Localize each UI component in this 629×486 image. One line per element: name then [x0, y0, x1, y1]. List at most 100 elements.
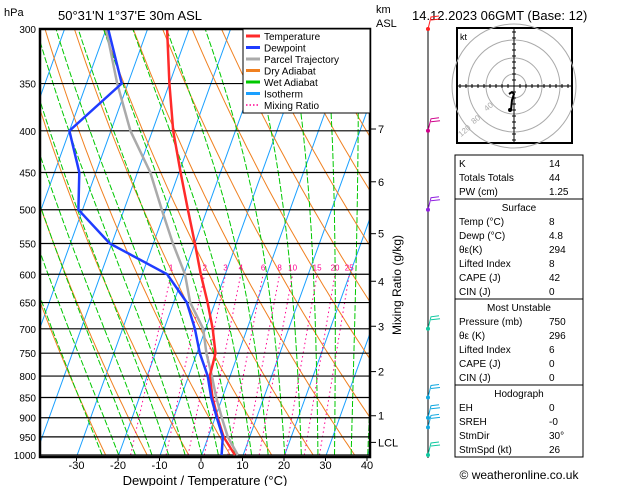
legend-label: Dewpoint [264, 44, 306, 55]
km-tick-label: 2 [378, 367, 384, 379]
mixing-ratio-line [303, 274, 336, 456]
wind-barb-flag [430, 199, 441, 202]
wet-adiabat-line [55, 29, 203, 456]
wind-barb-flag [430, 18, 441, 21]
x-tick-label: 30 [319, 460, 331, 472]
mixing-ratio-line [130, 274, 172, 456]
datetime-title: 14.12.2023 06GMT (Base: 12) [412, 8, 587, 23]
pressure-tick-label: 500 [19, 206, 36, 217]
pressure-tick-label: 850 [19, 393, 36, 404]
wind-barb-flag [430, 407, 441, 410]
row-value: 8 [549, 217, 555, 228]
wind-barb-icon [427, 315, 440, 329]
wind-barb-icon [427, 196, 440, 210]
wind-barb-icon [427, 15, 440, 30]
hodograph-trace [508, 90, 516, 111]
km-tick-label: 3 [378, 321, 384, 333]
legend-label: Wet Adiabat [264, 78, 318, 89]
indices-table: K 14 Totals Totals 44 PW (cm) 1.25 Surface Temp… [454, 154, 584, 458]
mixing-ratio-label: 2 [202, 263, 207, 272]
mixing-ratio-line [187, 274, 226, 456]
asl-label: ASL [376, 18, 397, 30]
row-value: 4.8 [549, 231, 563, 242]
mixing-ratio-label: 25 [345, 263, 354, 272]
isotherm-line [40, 29, 190, 445]
row-value: 0 [549, 403, 555, 414]
km-tick-label: LCL [378, 437, 398, 449]
row-label: CIN (J) [459, 287, 491, 298]
section-title: Hodograph [494, 389, 543, 400]
wind-barb-icon [427, 413, 440, 428]
row-value: 294 [549, 245, 566, 256]
wind-barb-flag [430, 318, 441, 321]
hodograph-point [508, 108, 512, 112]
dewpoint-line [68, 29, 225, 456]
row-value: 26 [549, 445, 561, 456]
row-label: K [459, 159, 466, 170]
mixing-ratio-axis-title: Mixing Ratio (g/kg) [390, 235, 404, 335]
wet-adiabat-line [77, 29, 219, 456]
pressure-tick-label: 750 [19, 349, 36, 360]
mixing-ratio-label: 4 [239, 263, 244, 272]
mixing-ratio-label: 20 [331, 263, 340, 272]
km-tick-label: 5 [378, 229, 384, 241]
row-value: 296 [549, 331, 566, 342]
wind-barb-icon [427, 404, 440, 418]
wet-adiabat-line [40, 250, 120, 456]
dry-adiabat-line [221, 29, 370, 303]
x-axis-title: Dewpoint / Temperature (°C) [123, 473, 288, 486]
isotherm-line [40, 29, 107, 215]
location-title: 50°31'N 1°37'E 30m ASL [58, 8, 202, 23]
isotherm-line [325, 331, 370, 456]
row-value: 6 [549, 345, 555, 356]
mixing-ratio-label: 8 [277, 263, 282, 272]
axes: 1 2 3 4 6 8 10 15 20 25 -30 -20 -10 0 10 20 30 40 7 6 5 4 3 2 1 L… [69, 124, 399, 472]
copyright: © weatheronline.co.uk [460, 468, 580, 482]
pressure-tick-label: 450 [19, 168, 36, 179]
row-label: CAPE (J) [459, 359, 501, 370]
x-tick-label: -20 [110, 460, 126, 472]
wind-barb-flag [430, 120, 441, 123]
mixing-ratio-line [244, 274, 281, 456]
row-value: -0 [549, 417, 558, 428]
wind-barb-icon [427, 384, 440, 398]
wind-barb-flag [430, 386, 441, 389]
row-label: CAPE (J) [459, 273, 501, 284]
pressure-tick-label: 1000 [14, 451, 37, 462]
x-tick-label: 0 [198, 460, 204, 472]
mixing-ratio-label: 1 [169, 263, 174, 272]
row-label: StmDir [459, 431, 490, 442]
row-label: CIN (J) [459, 373, 491, 384]
km-tick-label: 1 [378, 411, 384, 423]
hpa-label: hPa [4, 7, 24, 19]
pressure-tick-label: 700 [19, 325, 36, 336]
pressure-tick-label: 650 [19, 299, 36, 310]
row-label: Pressure (mb) [459, 317, 522, 328]
mixing-ratio-line [258, 274, 294, 456]
row-value: 30° [549, 431, 564, 442]
row-value: 0 [549, 373, 555, 384]
row-label: EH [459, 403, 473, 414]
row-label: SREH [459, 417, 487, 428]
pressure-tick-label: 300 [19, 25, 36, 36]
mixing-ratio-line [227, 274, 264, 456]
table-section-surface [454, 198, 584, 300]
pressure-tick-label: 550 [19, 239, 36, 250]
legend-label: Mixing Ratio [264, 101, 319, 112]
isotherm-line [284, 216, 370, 456]
row-label: Totals Totals [459, 173, 514, 184]
mixing-ratio-label: 6 [261, 263, 266, 272]
dry-adiabat-line [44, 29, 231, 456]
row-value: 44 [549, 173, 561, 184]
dry-adiabat-line [279, 29, 370, 192]
row-value: 0 [549, 359, 555, 370]
km-tick-label: 4 [378, 276, 384, 288]
row-label: StmSpd (kt) [459, 445, 512, 456]
legend-label: Parcel Trajectory [264, 55, 339, 66]
wet-adiabat-line [40, 295, 103, 456]
wind-barbs [426, 15, 441, 457]
isotherm-line [76, 29, 232, 456]
